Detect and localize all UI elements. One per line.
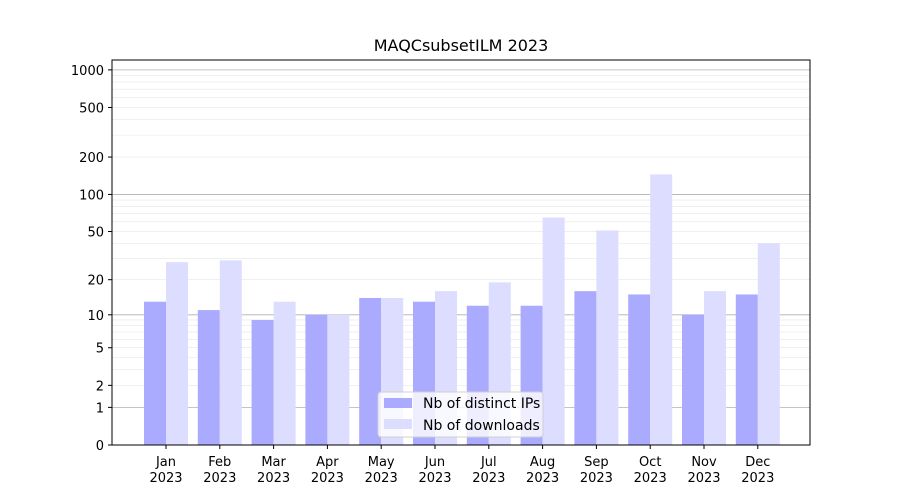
y-tick-label: 1 <box>96 401 104 416</box>
x-tick-label: Nov 2023 <box>687 455 720 486</box>
bar-distinct-ips <box>359 297 382 445</box>
x-tick-label: Dec 2023 <box>741 455 774 486</box>
bar-distinct-ips <box>144 301 166 445</box>
x-tick-label: Aug 2023 <box>526 455 559 486</box>
bar-downloads <box>273 301 296 445</box>
y-tick-label: 20 <box>87 274 104 289</box>
x-tick-label: Mar 2023 <box>257 455 290 486</box>
bar-distinct-ips <box>682 314 704 445</box>
y-tick-label: 200 <box>79 151 104 166</box>
bar-downloads <box>327 314 350 445</box>
y-tick-label: 2 <box>96 379 104 394</box>
bar-distinct-ips <box>628 294 651 445</box>
bar-downloads <box>596 230 619 445</box>
y-tick-label: 1000 <box>71 64 104 79</box>
x-tick-label: Apr 2023 <box>311 455 344 486</box>
y-tick-label: 0 <box>96 439 104 454</box>
bar-downloads <box>757 243 780 445</box>
bar-distinct-ips <box>305 314 328 445</box>
bar-downloads <box>219 260 242 445</box>
legend: Nb of distinct IPs Nb of downloads <box>377 391 544 438</box>
y-tick-label: 5 <box>96 342 104 357</box>
bar-distinct-ips <box>735 294 758 445</box>
y-tick-label: 50 <box>87 226 104 241</box>
y-tick-label: 10 <box>87 309 104 324</box>
plot-frame <box>111 59 811 446</box>
bar-distinct-ips <box>251 319 274 445</box>
bar-distinct-ips <box>197 310 220 445</box>
x-tick-label: Sep 2023 <box>580 455 613 486</box>
x-tick-label: Jul 2023 <box>472 455 505 486</box>
bar-downloads <box>650 174 673 445</box>
bar-downloads <box>542 217 565 445</box>
x-tick-label: Jun 2023 <box>418 455 451 486</box>
legend-label-distinct-ips: Nb of distinct IPs <box>423 396 540 412</box>
y-axis: 0 1 2 5 10 20 50 100 200 500 1000 <box>71 64 112 454</box>
y-tick-label: 100 <box>79 188 104 203</box>
legend-box <box>377 391 544 438</box>
legend-label-downloads: Nb of downloads <box>423 418 540 434</box>
x-axis: Jan 2023 Feb 2023 Mar 2023 Apr 2023 May 2023 Jun 20… <box>149 445 774 486</box>
x-tick-label: Feb 2023 <box>203 455 236 486</box>
x-tick-label: Jan 2023 <box>149 455 182 486</box>
y-tick-label: 500 <box>79 101 104 116</box>
chart-title: MAQCsubsetILM 2023 <box>374 36 549 55</box>
bar-downloads <box>704 291 726 445</box>
bar-distinct-ips <box>574 291 597 445</box>
legend-swatch-downloads <box>384 419 412 429</box>
legend-swatch-distinct-ips <box>384 398 412 408</box>
x-tick-label: Oct 2023 <box>634 455 667 486</box>
bar-downloads <box>166 262 188 445</box>
x-tick-label: May 2023 <box>365 455 398 486</box>
